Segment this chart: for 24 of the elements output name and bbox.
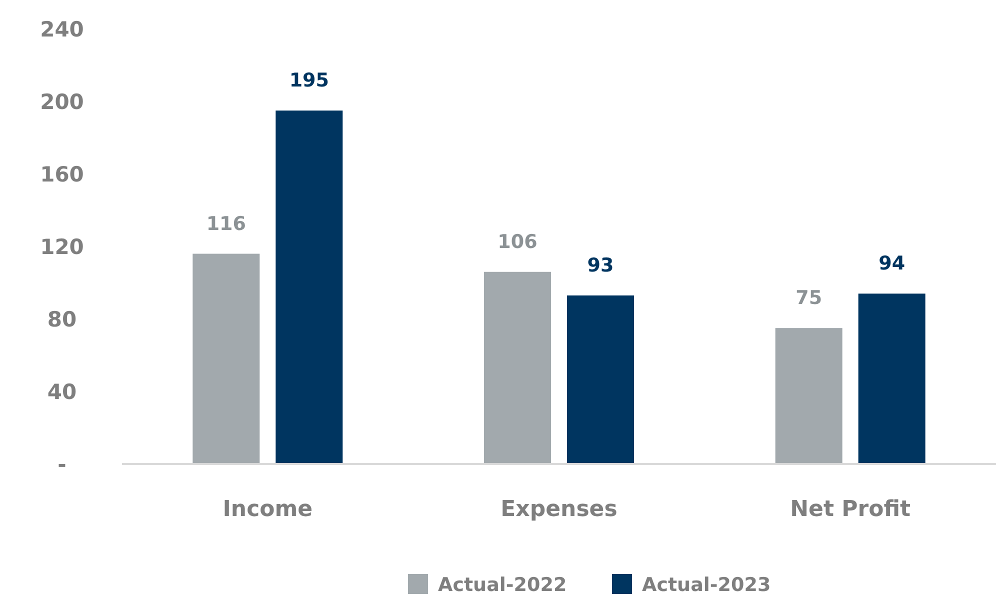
- data-label: 75: [796, 287, 822, 310]
- bar: [484, 272, 551, 464]
- data-label: 106: [498, 230, 538, 253]
- y-tick-label: 240: [40, 17, 84, 42]
- bar: [858, 294, 926, 464]
- y-tick-label: 40: [47, 380, 77, 404]
- bar: [276, 110, 343, 464]
- x-tick-label: Income: [222, 497, 313, 522]
- x-tick-label: Net Profit: [790, 497, 912, 522]
- x-tick-label: Expenses: [500, 497, 618, 522]
- bar: [775, 328, 842, 464]
- legend-label: Actual-2023: [642, 574, 771, 596]
- y-tick-label: 80: [47, 307, 77, 332]
- y-tick-label: 200: [40, 90, 84, 114]
- data-label: 116: [206, 212, 246, 235]
- y-tick-label: 120: [40, 234, 84, 259]
- data-label: 94: [878, 252, 906, 275]
- bar: [567, 295, 634, 464]
- data-label: 93: [587, 254, 614, 276]
- bar: [192, 254, 260, 464]
- legend-label: Actual-2022: [438, 574, 567, 596]
- data-label: 195: [289, 70, 330, 92]
- y-tick-label: -: [58, 452, 66, 476]
- y-tick-label: 160: [40, 162, 84, 186]
